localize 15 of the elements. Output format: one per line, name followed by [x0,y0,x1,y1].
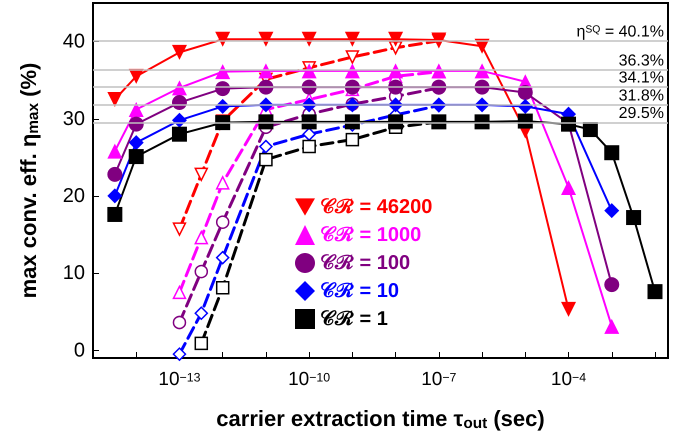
y-tick-label: 0 [74,339,85,362]
y-tick-label: 20 [62,184,85,207]
legend-label: 𝒞ℛ = 100 [320,252,410,274]
y-tick-label: 10 [62,262,85,284]
legend-label: 𝒞ℛ = 1000 [320,224,422,246]
y-axis-title: max conv. eff. ηmax (%) [16,62,42,298]
legend-label: 𝒞ℛ = 46200 [320,196,432,218]
legend-label: 𝒞ℛ = 1 [320,308,388,330]
ref-line-label: 31.8% [618,87,664,104]
y-tick-label: 40 [62,30,85,53]
y-tick-label: 30 [62,108,85,130]
legend-label: 𝒞ℛ = 10 [320,280,400,302]
ref-line-label: 34.1% [618,70,664,87]
ref-line-label: 36.3% [618,52,664,70]
ref-line-label: 29.5% [618,105,664,122]
